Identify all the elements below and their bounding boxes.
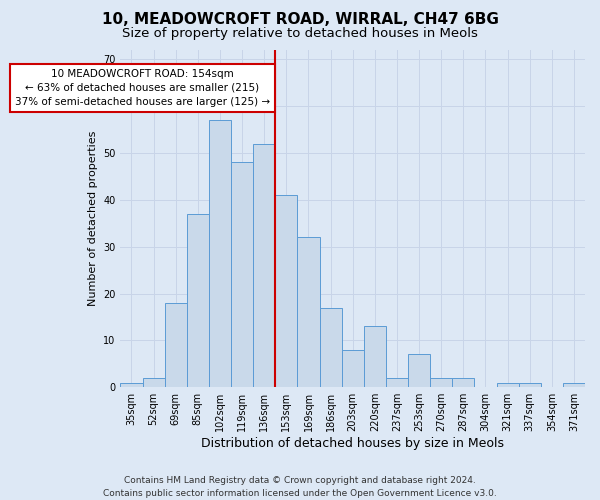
Bar: [121, 382, 143, 387]
Bar: [164, 303, 187, 387]
Bar: [275, 195, 298, 387]
Bar: [320, 308, 341, 387]
Bar: [518, 382, 541, 387]
X-axis label: Distribution of detached houses by size in Meols: Distribution of detached houses by size …: [201, 437, 504, 450]
Text: Contains HM Land Registry data © Crown copyright and database right 2024.
Contai: Contains HM Land Registry data © Crown c…: [103, 476, 497, 498]
Bar: [253, 144, 275, 387]
Text: Size of property relative to detached houses in Meols: Size of property relative to detached ho…: [122, 28, 478, 40]
Bar: [563, 382, 585, 387]
Bar: [497, 382, 518, 387]
Bar: [143, 378, 164, 387]
Bar: [408, 354, 430, 387]
Text: 10, MEADOWCROFT ROAD, WIRRAL, CH47 6BG: 10, MEADOWCROFT ROAD, WIRRAL, CH47 6BG: [101, 12, 499, 28]
Bar: [386, 378, 408, 387]
Bar: [364, 326, 386, 387]
Bar: [187, 214, 209, 387]
Bar: [430, 378, 452, 387]
Bar: [298, 238, 320, 387]
Bar: [452, 378, 475, 387]
Bar: [231, 162, 253, 387]
Y-axis label: Number of detached properties: Number of detached properties: [88, 131, 98, 306]
Text: 10 MEADOWCROFT ROAD: 154sqm
← 63% of detached houses are smaller (215)
37% of se: 10 MEADOWCROFT ROAD: 154sqm ← 63% of det…: [15, 68, 270, 106]
Bar: [341, 350, 364, 387]
Bar: [209, 120, 231, 387]
